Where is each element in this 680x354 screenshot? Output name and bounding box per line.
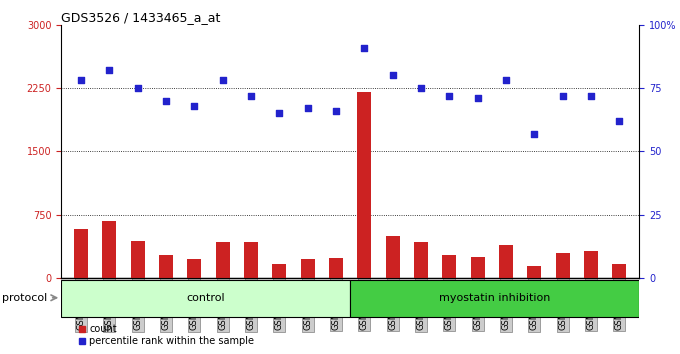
Point [274,110,285,116]
Bar [527,266,541,278]
Bar [187,259,201,278]
Bar [301,259,315,278]
Bar [350,280,639,317]
Point [217,78,228,83]
Point [189,103,200,109]
Text: GDS3526 / 1433465_a_at: GDS3526 / 1433465_a_at [61,11,220,24]
Bar [414,242,428,278]
Bar [499,245,513,278]
Point [614,118,625,124]
Bar [102,221,116,278]
Point [444,93,455,98]
Point [160,98,171,103]
Text: myostatin inhibition: myostatin inhibition [439,293,550,303]
Bar [386,236,400,278]
Bar [357,92,371,278]
Bar [471,257,485,278]
Point [132,85,143,91]
Text: control: control [186,293,225,303]
Bar [131,241,145,278]
Bar [272,264,286,278]
Point [387,73,398,78]
Point [359,45,370,50]
Text: protocol: protocol [2,293,47,303]
Point [330,108,341,114]
Point [104,68,115,73]
Bar [612,264,626,278]
Bar [216,242,230,278]
Point [302,105,313,111]
Bar [584,251,598,278]
Point [500,78,511,83]
Point [557,93,568,98]
Point [585,93,596,98]
Bar [442,255,456,278]
Bar [61,280,350,317]
Bar [556,253,570,278]
Bar [159,255,173,278]
Legend: count, percentile rank within the sample: count, percentile rank within the sample [78,324,254,346]
Bar [244,242,258,278]
Point [415,85,426,91]
Point [75,78,86,83]
Point [529,131,540,136]
Point [245,93,256,98]
Point [472,95,483,101]
Bar [74,229,88,278]
Bar [329,258,343,278]
